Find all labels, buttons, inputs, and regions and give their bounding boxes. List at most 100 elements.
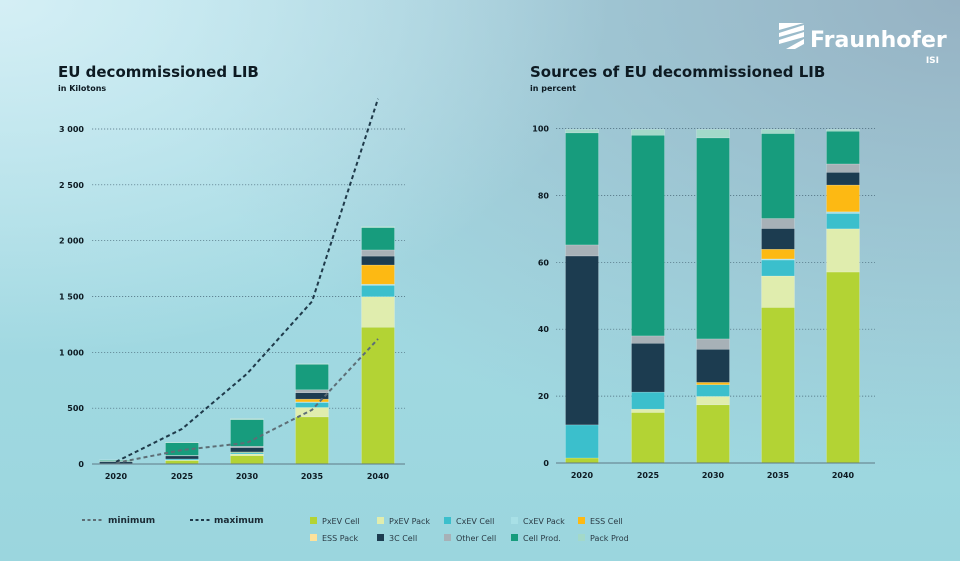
bar-segment-cxev-cell-2035 bbox=[761, 259, 795, 277]
bar-segment-ess-cell-2040 bbox=[826, 184, 860, 213]
legend-label: PxEV Pack bbox=[389, 517, 430, 526]
bar-segment-pxev-pack-2040 bbox=[361, 296, 395, 328]
legend-label: CxEV Pack bbox=[523, 517, 565, 526]
bar-segment-3c-cell-2025 bbox=[165, 455, 199, 460]
bar-segment-cxev-cell-2020 bbox=[565, 424, 599, 459]
bar-segment-3c-cell-2035 bbox=[761, 228, 795, 250]
legend-label: Pack Prod bbox=[590, 534, 629, 543]
x-tick-label: 2025 bbox=[637, 471, 660, 480]
legend-label-maximum: maximum bbox=[214, 516, 264, 526]
y-tick-label: 80 bbox=[538, 191, 550, 200]
bar-segment-pack-prod-2035 bbox=[295, 363, 329, 365]
legend-label-minimum: minimum bbox=[108, 516, 155, 526]
line-minimum bbox=[115, 338, 379, 464]
x-tick-label: 2030 bbox=[236, 472, 259, 481]
legend-swatch bbox=[444, 534, 451, 541]
bar-segment-pxev-cell-2030 bbox=[230, 455, 264, 465]
bar-segment-pxev-cell-2035 bbox=[761, 307, 795, 464]
bar-segment-other-cell-2040 bbox=[361, 249, 395, 257]
legend-label: Other Cell bbox=[456, 534, 496, 543]
bar-segment-cell-prod--2030 bbox=[696, 137, 730, 340]
fraunhofer-logo: Fraunhofer ISI bbox=[779, 23, 947, 66]
legend-swatch bbox=[310, 534, 317, 541]
bar-segment-3c-cell-2040 bbox=[361, 255, 395, 266]
y-tick-label: 60 bbox=[538, 258, 550, 267]
bar-segment-other-cell-2025 bbox=[631, 335, 665, 344]
bar-segment-pxev-cell-2040 bbox=[361, 326, 395, 465]
x-tick-label: 2040 bbox=[832, 471, 855, 480]
bar-segment-pxev-pack-2025 bbox=[631, 408, 665, 413]
logo-mark-icon bbox=[779, 23, 804, 49]
y-tick-label: 1 500 bbox=[59, 293, 84, 302]
bar-segment-pack-prod-2040 bbox=[826, 129, 860, 132]
bar-segment-3c-cell-2030 bbox=[230, 447, 264, 453]
bar-segment-other-cell-2020 bbox=[565, 244, 599, 257]
bar-segment-pxev-pack-2030 bbox=[230, 453, 264, 456]
legend-swatch bbox=[511, 517, 518, 524]
legend-label: 3C Cell bbox=[389, 534, 417, 543]
legend-swatch bbox=[578, 534, 585, 541]
y-tick-label: 1 000 bbox=[59, 348, 84, 357]
x-tick-label: 2035 bbox=[767, 471, 790, 480]
y-tick-label: 0 bbox=[543, 459, 549, 468]
brand-unit: ISI bbox=[926, 56, 939, 66]
legend-swatch bbox=[377, 534, 384, 541]
bar-segment-pxev-pack-2035 bbox=[761, 275, 795, 308]
bar-segment-pxev-cell-2020 bbox=[565, 457, 599, 464]
bar-segment-cxev-pack-2040 bbox=[826, 211, 860, 214]
bar-segment-pack-prod-2020 bbox=[99, 459, 133, 461]
bar-segment-other-cell-2035 bbox=[295, 389, 329, 394]
bar-segment-pxev-cell-2025 bbox=[165, 460, 199, 465]
y-tick-label: 0 bbox=[78, 460, 84, 469]
bar-segment-cxev-cell-2025 bbox=[631, 391, 665, 410]
bar-segment-cxev-cell-2030 bbox=[696, 384, 730, 397]
bar-segment-pxev-pack-2030 bbox=[696, 396, 730, 406]
legend-label: CxEV Cell bbox=[456, 517, 494, 526]
legend-swatch bbox=[444, 517, 451, 524]
legend-label: ESS Pack bbox=[322, 534, 359, 543]
y-tick-label: 2 000 bbox=[59, 237, 84, 246]
bar-segment-3c-cell-2035 bbox=[295, 392, 329, 400]
x-tick-label: 2030 bbox=[702, 471, 725, 480]
line-maximum bbox=[115, 98, 379, 463]
x-tick-label: 2035 bbox=[301, 472, 324, 481]
bar-segment-pack-prod-2035 bbox=[761, 129, 795, 134]
bar-segment-cell-prod--2020 bbox=[565, 132, 599, 246]
legend-label: Cell Prod. bbox=[523, 534, 561, 543]
bar-segment-3c-cell-2030 bbox=[696, 349, 730, 383]
bar-segment-ess-cell-2030 bbox=[696, 382, 730, 385]
bar-segment-pack-prod-2040 bbox=[361, 226, 395, 228]
legend-swatch bbox=[511, 534, 518, 541]
bar-segment-3c-cell-2025 bbox=[631, 342, 665, 393]
bar-segment-pack-prod-2025 bbox=[631, 129, 665, 136]
bar-segment-pxev-pack-2040 bbox=[826, 228, 860, 273]
bar-segment-3c-cell-2040 bbox=[826, 172, 860, 186]
bar-segment-other-cell-2035 bbox=[761, 218, 795, 229]
legend-swatch bbox=[310, 517, 317, 524]
bar-segment-other-cell-2040 bbox=[826, 163, 860, 173]
bar-segment-pack-prod-2030 bbox=[696, 129, 730, 139]
x-tick-label: 2025 bbox=[171, 472, 194, 481]
y-tick-label: 3 000 bbox=[59, 125, 84, 134]
bar-segment-pxev-cell-2025 bbox=[631, 412, 665, 464]
legend-swatch bbox=[578, 517, 585, 524]
bar-segment-cell-prod--2035 bbox=[295, 364, 329, 390]
y-tick-label: 2 500 bbox=[59, 181, 84, 190]
bar-segment-pack-prod-2025 bbox=[165, 441, 199, 443]
left-chart-subtitle: in Kilotons bbox=[58, 84, 106, 93]
bar-segment-pxev-cell-2030 bbox=[696, 404, 730, 464]
bar-segment-cxev-cell-2040 bbox=[361, 285, 395, 297]
bar-segment-cxev-cell-2035 bbox=[295, 402, 329, 408]
x-tick-label: 2020 bbox=[571, 471, 594, 480]
left-chart: 0 500 1 000 1 500 2 000 2 500 3 000 2020 2025 203… bbox=[59, 98, 405, 481]
y-tick-label: 100 bbox=[532, 125, 549, 134]
right-chart-subtitle: in percent bbox=[530, 84, 576, 93]
bar-segment-cell-prod--2040 bbox=[826, 130, 860, 165]
bar-segment-pack-prod-2020 bbox=[565, 129, 599, 134]
right-chart-title: Sources of EU decommissioned LIB bbox=[530, 63, 825, 81]
x-tick-label: 2040 bbox=[367, 472, 390, 481]
bar-segment-3c-cell-2020 bbox=[565, 255, 599, 426]
legend-label: ESS Cell bbox=[590, 517, 623, 526]
y-tick-label: 20 bbox=[538, 392, 550, 401]
